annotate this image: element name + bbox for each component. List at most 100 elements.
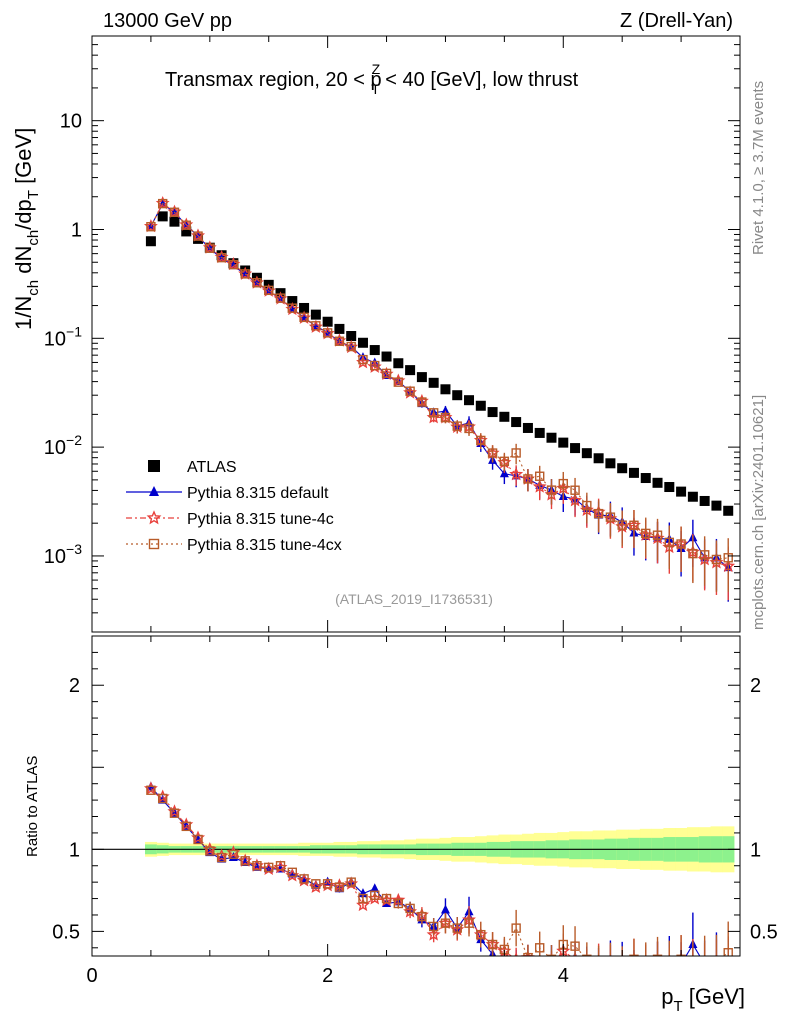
point-main [464, 423, 474, 434]
point-ratio [476, 929, 486, 940]
main-plot-marks [143, 196, 736, 602]
point-main [357, 337, 368, 348]
point-main [711, 554, 722, 565]
point-ratio [370, 890, 380, 900]
point-main [452, 390, 463, 401]
point-main [311, 321, 321, 331]
point-main [640, 473, 651, 484]
point-main [570, 443, 581, 454]
point-ratio [181, 821, 191, 832]
point-ratio [311, 879, 321, 889]
y-tick-label-main: 10−2 [44, 432, 82, 459]
y-tick-label-ratio-right: 1 [750, 839, 761, 861]
point-main [522, 422, 533, 433]
point-main [228, 259, 239, 270]
point-main [393, 358, 404, 369]
main-plot-frame [91, 35, 741, 633]
point-main [605, 512, 616, 522]
point-ratio [216, 852, 227, 863]
point-ratio [582, 959, 593, 969]
point-main [416, 372, 427, 383]
point-main [310, 309, 321, 320]
point-ratio [723, 948, 733, 956]
point-ratio [664, 962, 674, 972]
point-main [688, 548, 698, 559]
point-main [157, 198, 168, 209]
point-main [581, 448, 592, 459]
point-ratio [426, 927, 441, 941]
axes: 0 2 4 10 1 10−1 10−2 10−3 2 2 1 1 0.5 0.5 [44, 35, 778, 987]
point-ratio [275, 861, 286, 871]
point-ratio [711, 959, 722, 969]
point-main [370, 360, 380, 371]
point-main [417, 397, 427, 407]
point-main [511, 417, 522, 428]
point-main [252, 278, 262, 288]
point-ratio [641, 960, 650, 969]
point-ratio [252, 861, 262, 871]
point-main [499, 411, 510, 422]
point-main [687, 491, 698, 502]
point-main [723, 553, 733, 563]
y-tick-label-main: 1 [71, 219, 82, 241]
point-main [593, 453, 604, 464]
point-ratio [689, 960, 697, 968]
legend-label: Pythia 8.315 tune-4c [187, 511, 334, 528]
x-tick-label: 4 [558, 965, 569, 987]
point-ratio [440, 904, 450, 914]
point-ratio [193, 834, 203, 845]
point-main [193, 231, 203, 241]
series-line-ratio [150, 786, 701, 956]
point-main [664, 482, 675, 493]
series-main-0 [145, 211, 734, 516]
series-ratio-3 [146, 785, 733, 968]
point-main [509, 467, 524, 481]
mcplots-credit: mcplots.cern.ch [arXiv:2401.10621] [750, 395, 767, 630]
point-ratio [538, 953, 541, 956]
point-main [629, 520, 639, 530]
point-ratio [205, 846, 215, 856]
point-ratio [523, 952, 533, 956]
point-ratio [701, 957, 709, 965]
legend-marker [148, 460, 160, 472]
point-ratio [699, 960, 710, 970]
series-line-main [150, 202, 729, 561]
point-ratio [405, 903, 415, 914]
point-main [428, 377, 439, 388]
point-main [558, 437, 569, 448]
y-tick-label-ratio-right: 0.5 [750, 921, 778, 943]
point-main [157, 211, 168, 222]
point-main [299, 302, 310, 313]
point-main [593, 508, 604, 519]
point-main [405, 386, 415, 396]
y-tick-label-ratio-left: 1 [69, 839, 80, 861]
point-main [287, 303, 297, 313]
point-main [676, 539, 686, 549]
point-ratio [370, 883, 380, 893]
point-ratio [264, 862, 274, 873]
point-main [452, 421, 462, 431]
point-ratio [610, 955, 611, 956]
point-main [358, 354, 368, 365]
point-main [558, 478, 568, 489]
point-main [240, 269, 250, 279]
y-tick-label-main: 10−1 [44, 323, 82, 350]
point-ratio [652, 954, 663, 956]
point-main [582, 500, 592, 511]
ratio-plot-frame [91, 635, 741, 957]
point-ratio [356, 897, 370, 912]
point-ratio [621, 955, 623, 956]
point-ratio [452, 923, 462, 933]
point-ratio [228, 849, 239, 859]
point-ratio [464, 918, 474, 928]
series-ratio-1 [146, 781, 729, 969]
point-main [440, 405, 450, 415]
point-ratio [240, 856, 250, 866]
point-ratio [562, 955, 564, 956]
point-main [275, 293, 286, 303]
point-main [169, 216, 180, 227]
y-axis-label-main: 1/Nch dNch/dpT [GeV] [11, 128, 42, 330]
point-ratio [570, 941, 580, 951]
point-main [322, 316, 333, 327]
